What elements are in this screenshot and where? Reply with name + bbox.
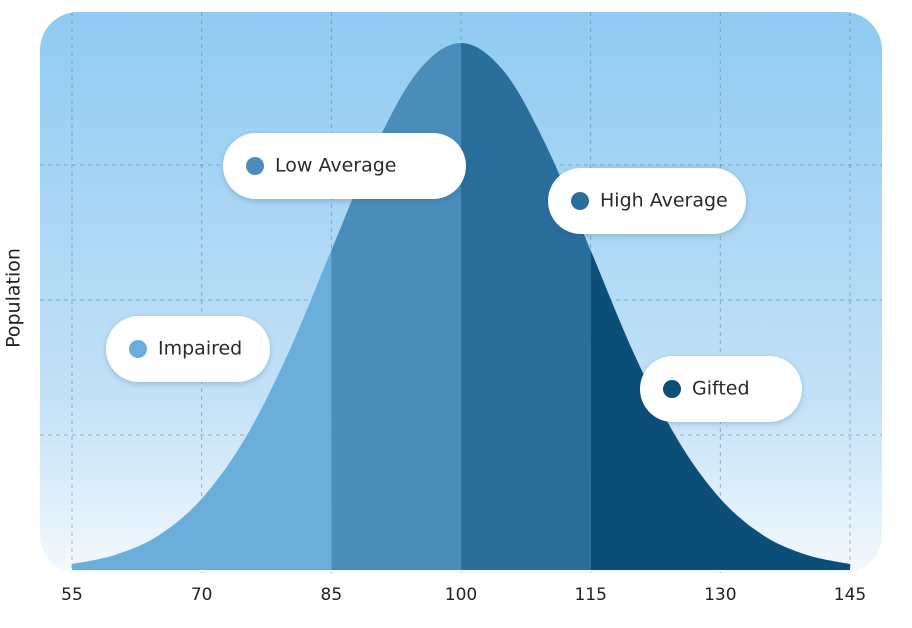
- label-pill: [640, 356, 802, 422]
- band-label: Gifted: [640, 356, 802, 422]
- x-tick-label: 145: [834, 585, 866, 605]
- band-label: High Average: [548, 168, 746, 234]
- label-text: Impaired: [158, 338, 242, 360]
- x-tick-label: 70: [191, 585, 213, 605]
- x-tick-label: 55: [61, 585, 83, 605]
- label-dot: [246, 157, 264, 175]
- label-pill: [548, 168, 746, 234]
- label-dot: [663, 380, 681, 398]
- label-pill: [106, 316, 270, 382]
- label-dot: [571, 192, 589, 210]
- y-axis-label: Population: [3, 248, 25, 348]
- label-text: High Average: [600, 190, 728, 212]
- x-tick-label: 130: [704, 585, 736, 605]
- x-tick-label: 115: [574, 585, 606, 605]
- x-tick-label: 100: [445, 585, 477, 605]
- label-text: Gifted: [692, 378, 750, 400]
- x-tick-label: 85: [321, 585, 343, 605]
- curve-band: [590, 250, 850, 570]
- label-dot: [129, 340, 147, 358]
- label-pill: [223, 133, 466, 199]
- curve-band: [461, 42, 591, 570]
- plot-area: [40, 12, 882, 573]
- label-text: Low Average: [275, 155, 396, 177]
- band-label: Low Average: [223, 133, 466, 199]
- band-label: Impaired: [106, 316, 270, 382]
- curve-band: [72, 250, 332, 570]
